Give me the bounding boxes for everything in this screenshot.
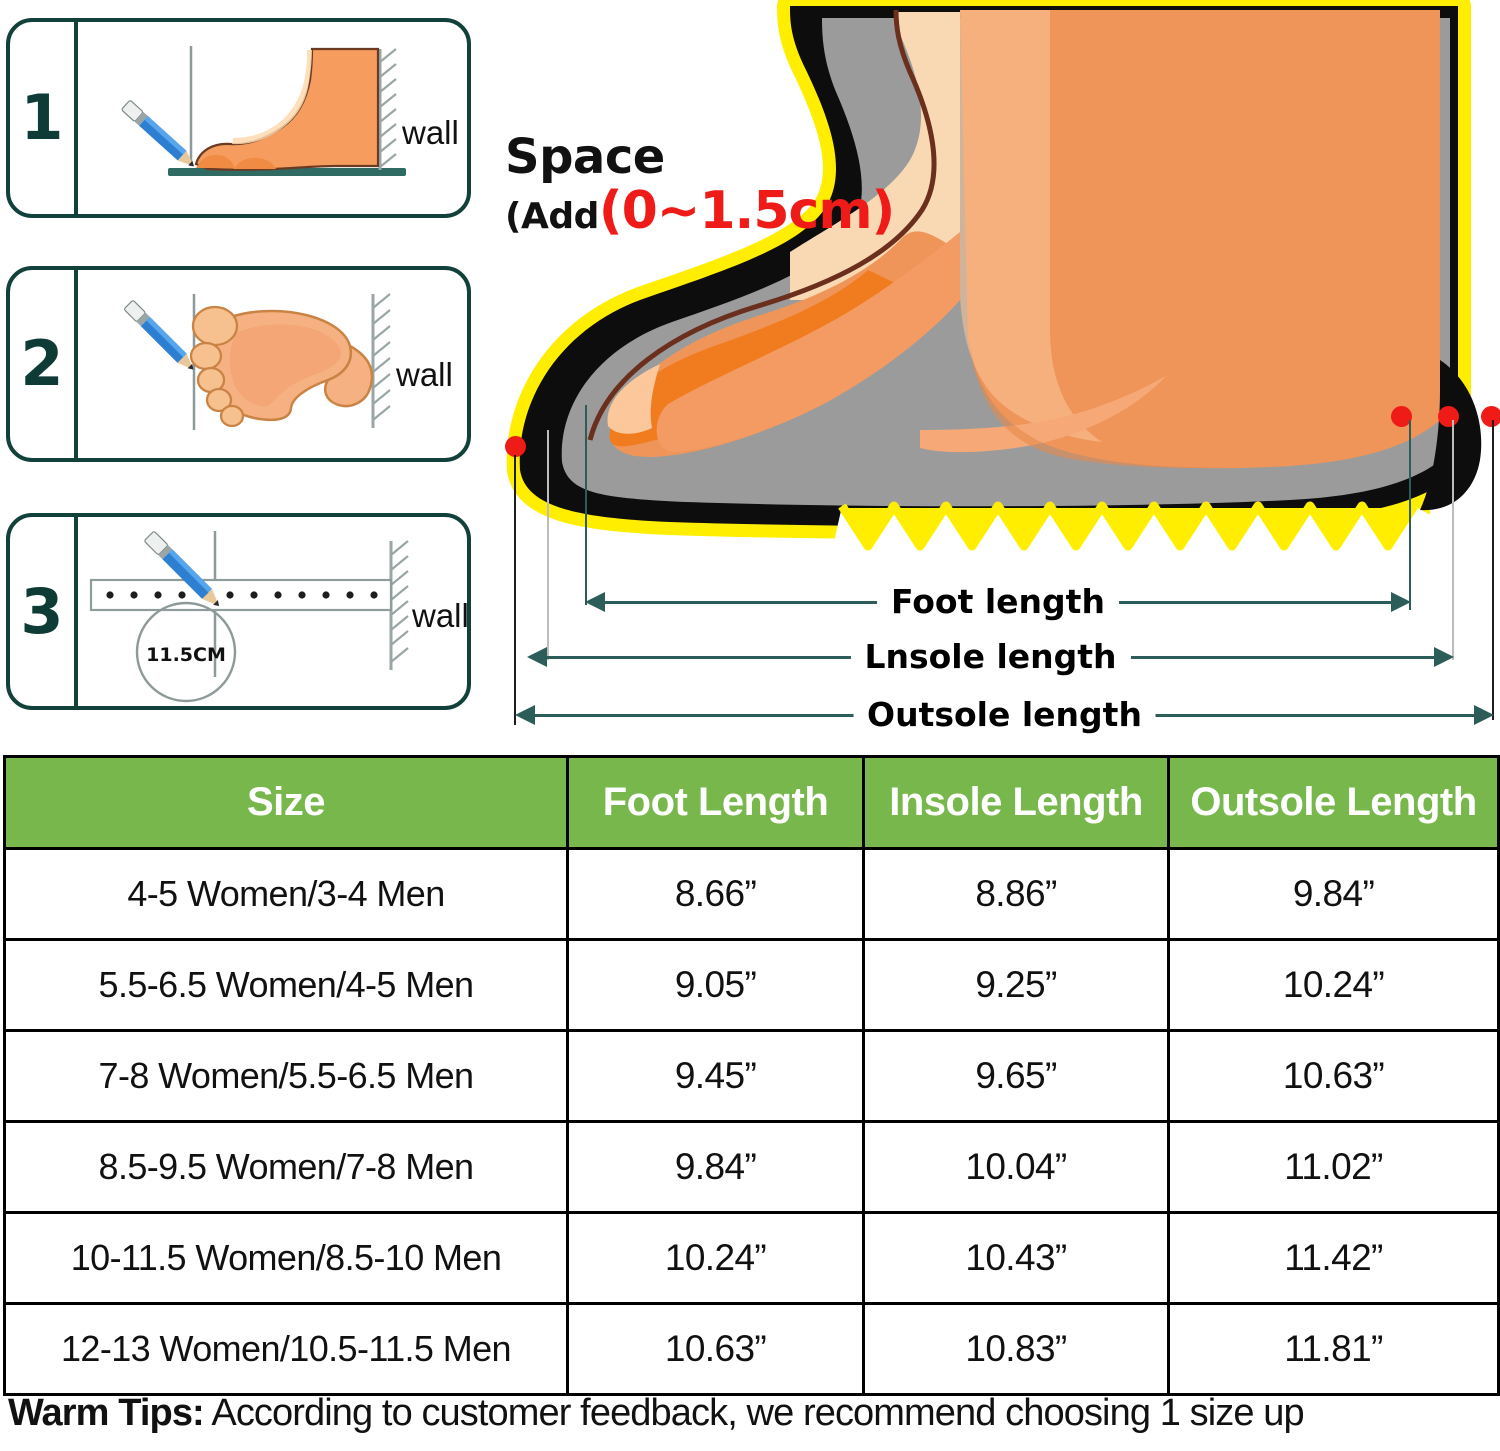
cell-foot-length: 9.84” [566, 1120, 865, 1214]
arrow-right-insole-length [1434, 647, 1454, 667]
dimension-insole-length: Lnsole length [527, 637, 1454, 677]
step-card-2: 2 [6, 266, 471, 462]
step-3-number: 3 [20, 574, 64, 648]
warm-tips-text: According to customer feedback, we recom… [203, 1392, 1304, 1434]
table-row: 8.5-9.5 Women/7-8 Men 9.84” 10.04” 11.02… [3, 1120, 1500, 1214]
table-header-row: Size Foot Length Insole Length Outsole L… [3, 755, 1500, 850]
cell-insole-length: 9.65” [862, 1029, 1170, 1123]
cell-foot-length: 10.63” [566, 1302, 865, 1396]
step-1-number: 1 [20, 81, 64, 154]
table-row: 12-13 Women/10.5-11.5 Men 10.63” 10.83” … [3, 1302, 1500, 1396]
step-card-1: 1 [6, 18, 471, 218]
measure-dot-right-insole [1438, 406, 1459, 427]
cell-insole-length: 8.86” [862, 847, 1170, 941]
step-3-wall-label: wall [412, 597, 469, 634]
measure-dot-right-outsole [1481, 406, 1500, 427]
cell-insole-length: 10.83” [862, 1302, 1170, 1396]
arrow-left-outsole-length [515, 705, 535, 725]
warm-tips-label: Warm Tips: [8, 1392, 205, 1434]
step-2-number-column: 2 [10, 270, 78, 458]
step-3-number-column: 3 [10, 517, 78, 706]
cell-size: 10-11.5 Women/8.5-10 Men [3, 1211, 569, 1305]
foot-side-view-icon [121, 46, 406, 176]
arrow-right-foot-length [1391, 592, 1411, 612]
cell-foot-length: 9.45” [566, 1029, 865, 1123]
table-row: 10-11.5 Women/8.5-10 Men 10.24” 10.43” 1… [3, 1211, 1500, 1305]
dimension-foot-length: Foot length [585, 582, 1411, 622]
cell-insole-length: 10.43” [862, 1211, 1170, 1305]
step-2-wall-label: wall [396, 356, 453, 393]
column-header-foot-length: Foot Length [566, 755, 865, 850]
column-header-outsole-length: Outsole Length [1167, 755, 1500, 850]
lead-line-insole-right [1452, 420, 1454, 660]
step-1-illustration [78, 22, 467, 214]
dimension-label-insole-length: Lnsole length [850, 637, 1131, 677]
space-note: Space (Add (0~1.5cm) [505, 129, 895, 241]
dimension-label-foot-length: Foot length [877, 582, 1119, 622]
column-header-insole-length: Insole Length [862, 755, 1170, 850]
cell-foot-length: 10.24” [566, 1211, 865, 1305]
step-1-number-column: 1 [10, 22, 78, 214]
step-3-measure-value: 11.5CM [146, 644, 226, 666]
step-2-illustration [78, 270, 467, 458]
size-chart-table: Size Foot Length Insole Length Outsole L… [3, 755, 1500, 1396]
dimension-outsole-length: Outsole length [515, 695, 1494, 735]
arrow-left-insole-length [527, 647, 547, 667]
measure-dot-right-foot [1391, 406, 1412, 427]
table-row: 4-5 Women/3-4 Men 8.66” 8.86” 9.84” [3, 847, 1500, 941]
foot-shoe-cross-section [490, 0, 1500, 600]
cell-insole-length: 10.04” [862, 1120, 1170, 1214]
measure-dot-left-outsole [505, 436, 526, 457]
cell-size: 4-5 Women/3-4 Men [3, 847, 569, 941]
cell-size: 8.5-9.5 Women/7-8 Men [3, 1120, 569, 1214]
cell-foot-length: 9.05” [566, 938, 865, 1032]
step-2-number: 2 [20, 327, 64, 400]
cell-outsole-length: 11.02” [1167, 1120, 1500, 1214]
space-note-prefix: (Add [505, 196, 599, 237]
step-3-illustration: 11.5CM [78, 517, 467, 706]
cell-size: 7-8 Women/5.5-6.5 Men [3, 1029, 569, 1123]
step-1-wall-label: wall [402, 114, 459, 151]
foot-sole-view-icon [124, 293, 391, 430]
cell-size: 12-13 Women/10.5-11.5 Men [3, 1302, 569, 1396]
cell-outsole-length: 11.42” [1167, 1211, 1500, 1305]
lead-line-outsole-left [514, 455, 516, 725]
space-note-title: Space [505, 129, 665, 185]
step-card-3: 3 [6, 513, 471, 710]
dimension-label-outsole-length: Outsole length [853, 695, 1156, 735]
ruler-icon: 11.5CM [89, 531, 409, 703]
table-row: 7-8 Women/5.5-6.5 Men 9.45” 9.65” 10.63” [3, 1029, 1500, 1123]
lead-line-insole-left [547, 430, 549, 660]
cell-foot-length: 8.66” [566, 847, 865, 941]
cell-outsole-length: 9.84” [1167, 847, 1500, 941]
column-header-size: Size [3, 755, 569, 850]
table-row: 5.5-6.5 Women/4-5 Men 9.05” 9.25” 10.24” [3, 938, 1500, 1032]
arrow-right-outsole-length [1474, 705, 1494, 725]
cell-outsole-length: 10.24” [1167, 938, 1500, 1032]
space-note-range: (0~1.5cm) [598, 181, 895, 241]
cell-outsole-length: 11.81” [1167, 1302, 1500, 1396]
warm-tips-note: Warm Tips: According to customer feedbac… [8, 1392, 1498, 1435]
cell-outsole-length: 10.63” [1167, 1029, 1500, 1123]
arrow-left-foot-length [585, 592, 605, 612]
lead-line-outsole-right [1492, 420, 1494, 720]
cell-size: 5.5-6.5 Women/4-5 Men [3, 938, 569, 1032]
cell-insole-length: 9.25” [862, 938, 1170, 1032]
lead-line-foot-right [1409, 420, 1411, 610]
lead-line-foot-left [585, 405, 587, 605]
